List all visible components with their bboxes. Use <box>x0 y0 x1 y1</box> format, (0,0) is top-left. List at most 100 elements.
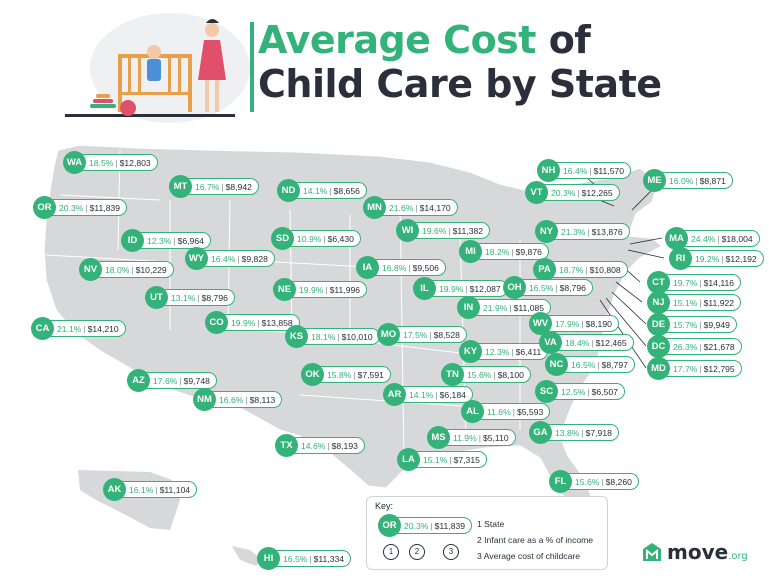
state-infant-care-pct: 21.9% <box>483 302 508 313</box>
state-avg-cost: $9,506 <box>412 262 439 273</box>
state-separator: | <box>179 375 182 386</box>
move-logo-icon <box>643 543 661 561</box>
state-avg-cost: $14,210 <box>87 323 119 334</box>
title-accent-bar <box>250 22 254 112</box>
state-label-vt: VT 20.3% | $12,265 <box>525 181 620 204</box>
state-label-ne: NE 19.9% | $11,996 <box>273 278 368 301</box>
state-separator: | <box>699 319 702 330</box>
state-label-co: CO 19.9% | $13,858 <box>205 311 300 334</box>
key-example-cost: $11,839 <box>434 520 466 531</box>
state-label-or: OR 20.3% | $11,839 <box>33 196 128 219</box>
state-abbr: ME <box>643 169 666 192</box>
state-infant-care-pct: 21.3% <box>561 226 586 237</box>
state-abbr: MI <box>459 240 482 263</box>
state-separator: | <box>85 202 88 213</box>
state-abbr: MO <box>377 323 400 346</box>
state-abbr: AK <box>103 478 126 501</box>
state-abbr: MS <box>427 426 450 449</box>
state-separator: | <box>555 282 558 293</box>
state-abbr: CO <box>205 311 228 334</box>
state-separator: | <box>699 297 702 308</box>
state-infant-care-pct: 15.1% <box>673 297 698 308</box>
state-infant-care-pct: 19.2% <box>695 253 720 264</box>
state-abbr: PA <box>533 258 556 281</box>
state-label-mo: MO 17.5% | $8,528 <box>377 323 467 346</box>
state-infant-care-pct: 16.4% <box>211 253 236 264</box>
state-avg-cost: $8,796 <box>559 282 586 293</box>
state-separator: | <box>115 157 118 168</box>
state-infant-care-pct: 18.4% <box>565 337 590 348</box>
state-label-in: IN 21.9% | $11,085 <box>457 296 552 319</box>
state-separator: | <box>478 432 481 443</box>
logo-word-text: move <box>667 540 729 564</box>
state-abbr: DC <box>647 335 670 358</box>
state-abbr: CA <box>31 317 54 340</box>
state-avg-cost: $6,430 <box>327 233 354 244</box>
state-abbr: IN <box>457 296 480 319</box>
state-separator: | <box>699 277 702 288</box>
state-separator: | <box>337 331 340 342</box>
state-separator: | <box>327 440 330 451</box>
state-infant-care-pct: 16.5% <box>283 553 308 564</box>
state-infant-care-pct: 21.1% <box>57 323 82 334</box>
state-label-ia: IA 16.8% | $9,506 <box>356 256 446 279</box>
state-avg-cost: $8,656 <box>333 185 360 196</box>
state-abbr: MT <box>169 175 192 198</box>
state-label-ak: AK 16.1% | $11,104 <box>103 478 198 501</box>
state-separator: | <box>415 202 418 213</box>
state-infant-care-pct: 14.6% <box>301 440 326 451</box>
state-infant-care-pct: 19.9% <box>231 317 256 328</box>
state-avg-cost: $11,996 <box>329 284 361 295</box>
state-label-fl: FL 15.6% | $8,260 <box>549 470 639 493</box>
state-abbr: MN <box>363 196 386 219</box>
state-label-wa: WA 18.5% | $12,803 <box>63 151 158 174</box>
nursery-illustration <box>65 13 250 123</box>
state-avg-cost: $12,795 <box>703 363 735 374</box>
key-example-abbr: OR <box>378 514 401 537</box>
state-infant-care-pct: 11.6% <box>487 406 511 417</box>
logo-word: move.org <box>667 540 748 564</box>
state-abbr: MD <box>647 357 670 380</box>
state-abbr: WV <box>529 312 552 335</box>
state-label-il: IL 19.9% | $12,087 <box>413 277 508 300</box>
state-separator: | <box>511 246 514 257</box>
state-avg-cost: $8,528 <box>433 329 460 340</box>
logo-tld: .org <box>728 551 748 562</box>
key-item-percent: 2 Infant care as a % of income <box>477 535 594 545</box>
state-infant-care-pct: 14.1% <box>409 389 434 400</box>
state-separator: | <box>587 386 590 397</box>
state-label-al: AL 11.6% | $5,593 <box>461 400 551 423</box>
state-infant-care-pct: 12.3% <box>485 346 510 357</box>
state-avg-cost: $7,315 <box>453 454 480 465</box>
state-label-tn: TN 15.6% | $8,100 <box>441 363 531 386</box>
key-example-pct: 20.3% <box>404 520 429 531</box>
state-infant-care-pct: 18.2% <box>485 246 510 257</box>
state-label-va: VA 18.4% | $12,465 <box>539 331 634 354</box>
state-abbr: MA <box>665 227 688 250</box>
state-avg-cost: $8,260 <box>605 476 632 487</box>
state-infant-care-pct: 19.6% <box>422 225 447 236</box>
state-abbr: KY <box>459 340 482 363</box>
state-avg-cost: $8,797 <box>601 359 628 370</box>
state-avg-cost: $8,100 <box>497 369 524 380</box>
state-infant-care-pct: 10.9% <box>297 233 322 244</box>
state-avg-cost: $11,104 <box>159 484 191 495</box>
state-abbr: LA <box>397 448 420 471</box>
state-abbr: AL <box>461 400 484 423</box>
state-infant-care-pct: 24.4% <box>691 233 716 244</box>
state-separator: | <box>155 484 158 495</box>
title-line2: Child Care by State <box>258 62 662 106</box>
state-label-mi: MI 18.2% | $9,876 <box>459 240 549 263</box>
state-infant-care-pct: 16.1% <box>129 484 154 495</box>
state-label-sc: SC 12.5% | $6,507 <box>535 380 625 403</box>
state-abbr: DE <box>647 313 670 336</box>
state-avg-cost: $9,876 <box>515 246 542 257</box>
state-avg-cost: $10,808 <box>589 264 621 275</box>
state-separator: | <box>353 369 356 380</box>
state-abbr: TN <box>441 363 464 386</box>
state-separator: | <box>591 337 594 348</box>
state-separator: | <box>585 264 588 275</box>
state-infant-care-pct: 19.7% <box>673 277 698 288</box>
state-separator: | <box>509 302 512 313</box>
state-separator: | <box>83 323 86 334</box>
